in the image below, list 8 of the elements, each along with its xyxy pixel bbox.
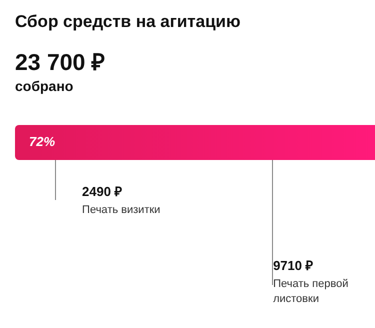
category-label: Печать первой листовки: [273, 277, 350, 307]
data-label: 9710 ₽: [273, 257, 315, 274]
text: Сбор средств на агитацию: [15, 12, 240, 32]
category-label: Печать визитки: [82, 203, 162, 218]
text: 23 700 ₽: [15, 48, 105, 77]
data-label: 2490 ₽: [82, 183, 124, 200]
text: собрано: [15, 78, 74, 94]
text: 72%: [29, 134, 56, 149]
